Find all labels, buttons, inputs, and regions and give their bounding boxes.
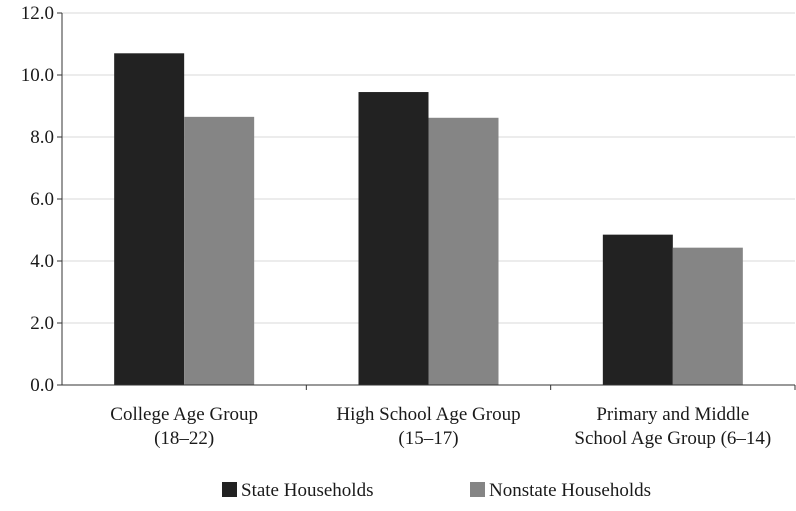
y-tick-label: 4.0 — [30, 251, 54, 272]
legend-label: Nonstate Households — [489, 480, 651, 501]
bar-state-1 — [358, 92, 429, 386]
y-tick-label: 6.0 — [30, 189, 54, 210]
bar-nonstate-1 — [428, 117, 499, 385]
bars — [114, 53, 743, 386]
y-tick-label: 10.0 — [21, 65, 54, 86]
bar-nonstate-0 — [184, 116, 255, 385]
bar-state-2 — [602, 234, 673, 385]
legend-swatch — [470, 482, 485, 497]
bar-nonstate-2 — [672, 247, 743, 385]
bar-state-0 — [114, 53, 185, 386]
x-category-label: College Age Group (18–22) — [110, 404, 258, 449]
y-axis-ticks: 0.0 2.0 4.0 6.0 8.0 10.0 12.0 — [21, 3, 62, 396]
y-tick-label: 12.0 — [21, 3, 54, 24]
x-axis-category-labels: College Age Group (18–22) High School Age … — [110, 404, 771, 449]
y-tick-label: 0.0 — [30, 375, 54, 396]
legend-label: State Households — [241, 480, 373, 501]
y-tick-label: 8.0 — [30, 127, 54, 148]
legend: State Households Nonstate Households — [222, 480, 651, 501]
x-category-label: High School Age Group (15–17) — [336, 404, 520, 449]
x-category-label: Primary and Middle School Age Group (6–14… — [574, 404, 771, 449]
legend-swatch — [222, 482, 237, 497]
x-axis-ticks — [305, 385, 796, 390]
y-tick-label: 2.0 — [30, 313, 54, 334]
